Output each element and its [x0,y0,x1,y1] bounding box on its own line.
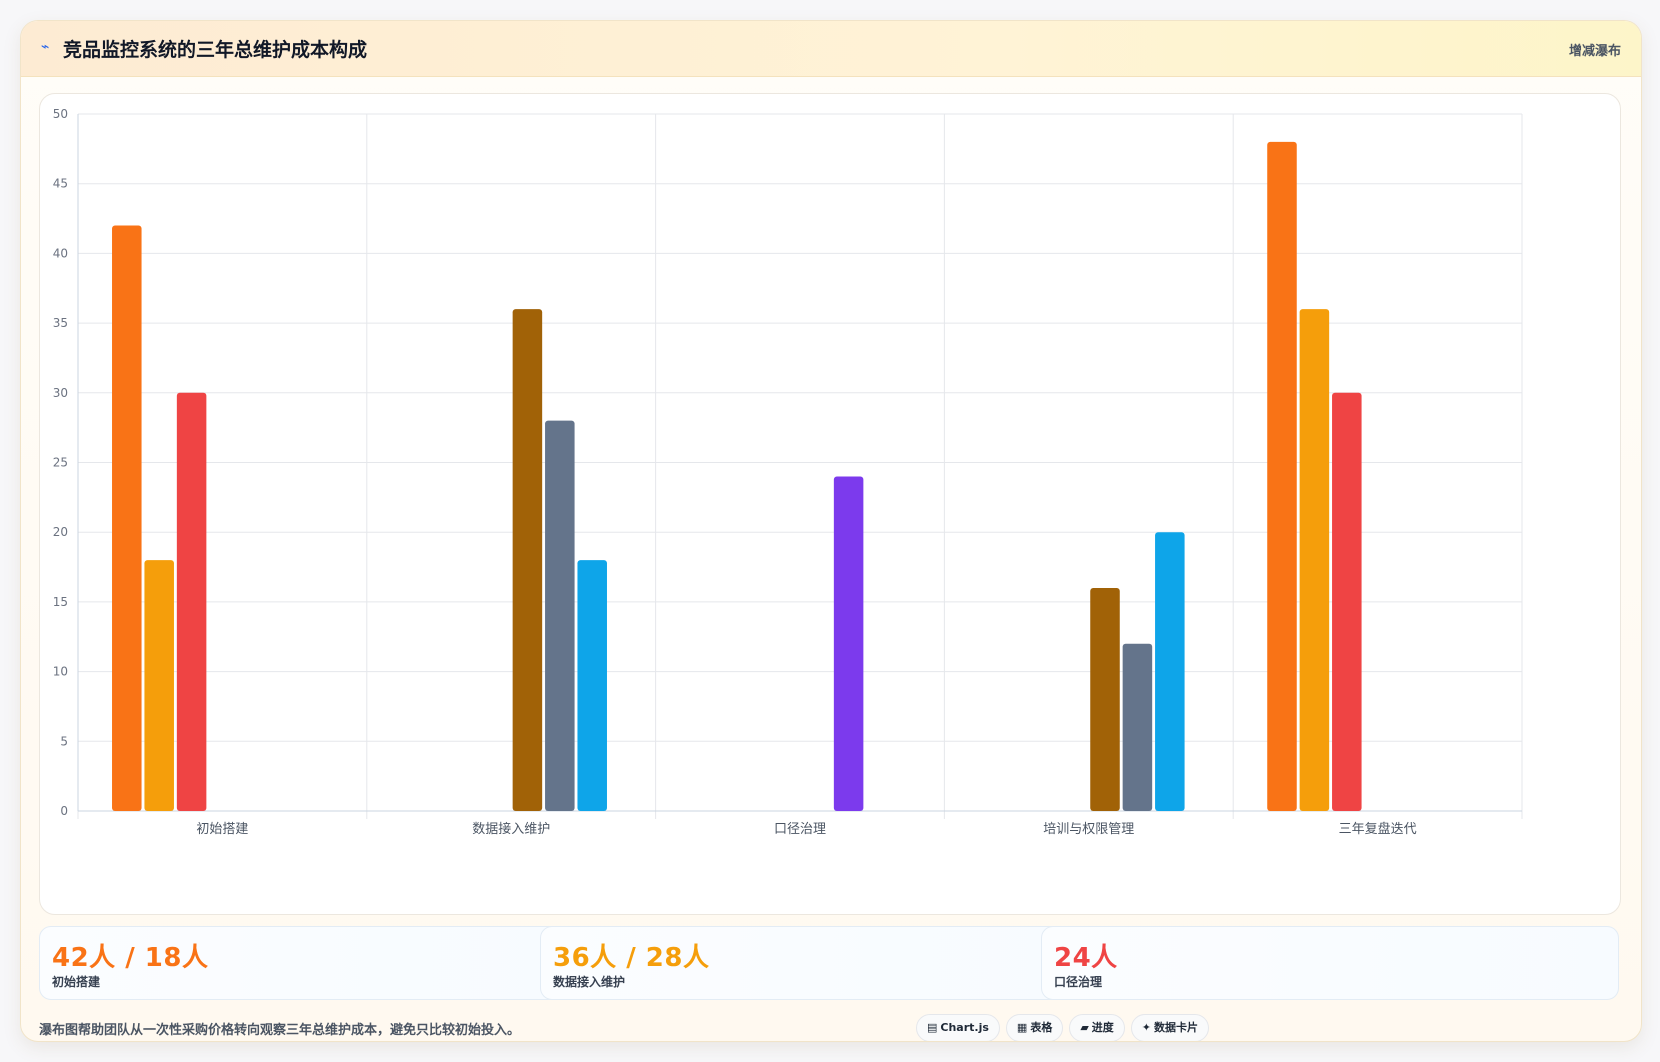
x-tick-label: 数据接入维护 [472,821,550,837]
bar [577,560,607,811]
chip-label: 数据卡片 [1154,1021,1199,1034]
feature-chips: ▤ Chart.js ▦ 表格 ▰ 进度 ✦ 数据卡片 [916,1014,1215,1041]
bar [112,225,142,811]
chip-data-card[interactable]: ✦ 数据卡片 [1130,1014,1210,1041]
stat-card: 42人 / 18人 初始搭建 [39,926,561,1000]
chip-progress[interactable]: ▰ 进度 [1069,1014,1125,1041]
chip-chartjs[interactable]: ▤ Chart.js [916,1014,1000,1041]
footer-note: 瀑布图帮助团队从一次性采购价格转向观察三年总维护成本，避免只比较初始投入。 [39,1023,521,1038]
bar-chart: 0 5 10 15 20 25 30 35 40 45 50 初始搭建 数据接入维护 口径治理 培训与权限管… [53,107,1523,837]
bar [1299,309,1330,811]
chip-label: 表格 [1030,1021,1053,1034]
chart-icon: ▤ [927,1021,938,1034]
sparkle-icon: ✦ [1141,1021,1152,1034]
chart-card: ⌁ 竞品监控系统的三年总维护成本构成 增减瀑布 0 5 10 15 20 25 30 35 40… [20,20,1642,1042]
waterfall-line-icon: ⌁ [41,39,50,55]
y-tick-label: 45 [53,177,68,191]
stat-label: 口径治理 [1054,975,1103,989]
bar [1090,587,1120,811]
stat-value: 36人 / 28人 [553,943,710,973]
y-tick-label: 15 [53,595,68,609]
y-tick-label: 25 [53,456,68,470]
x-tick-label: 三年复盘迭代 [1339,821,1417,837]
bar [1267,141,1297,811]
y-tick-label: 10 [53,665,68,679]
chart-panel: 0 5 10 15 20 25 30 35 40 45 50 初始搭建 数据接入维护 口径治理 培训与权限管… [39,93,1621,915]
stat-label: 数据接入维护 [553,975,626,989]
x-tick-label: 口径治理 [774,822,826,837]
bar [144,560,174,811]
stat-card: 36人 / 28人 数据接入维护 [540,926,1062,1000]
chart-title: 竞品监控系统的三年总维护成本构成 [63,39,368,61]
stat-label: 初始搭建 [52,975,101,989]
x-tick-label: 培训与权限管理 [1043,821,1134,837]
card-header: ⌁ 竞品监控系统的三年总维护成本构成 增减瀑布 [21,21,1641,77]
chip-label: Chart.js [940,1021,989,1034]
bar [1332,392,1362,811]
y-tick-label: 35 [53,316,68,330]
y-tick-label: 20 [53,525,68,539]
stat-value: 42人 / 18人 [52,943,209,973]
chart-type-tag: 增减瀑布 [1568,44,1621,59]
bar [176,392,207,811]
x-tick-label: 初始搭建 [196,821,248,837]
y-tick-label: 50 [53,107,68,121]
y-tick-label: 0 [60,804,68,818]
bar [1155,532,1185,811]
chip-table[interactable]: ▦ 表格 [1005,1014,1064,1041]
progress-icon: ▰ [1080,1021,1089,1034]
y-tick-label: 30 [53,386,68,400]
stat-card: 24人 口径治理 [1041,926,1619,1000]
chip-label: 进度 [1091,1021,1114,1034]
bar [833,476,864,811]
y-tick-label: 5 [60,734,68,748]
stat-value: 24人 [1054,943,1118,973]
bar [545,420,575,811]
bar [512,309,543,811]
table-icon: ▦ [1016,1021,1028,1034]
y-tick-label: 40 [53,246,68,260]
bar [1122,643,1153,811]
stat-cards: 42人 / 18人 初始搭建 36人 / 28人 数据接入维护 24人 口径治理 [39,926,1619,1000]
